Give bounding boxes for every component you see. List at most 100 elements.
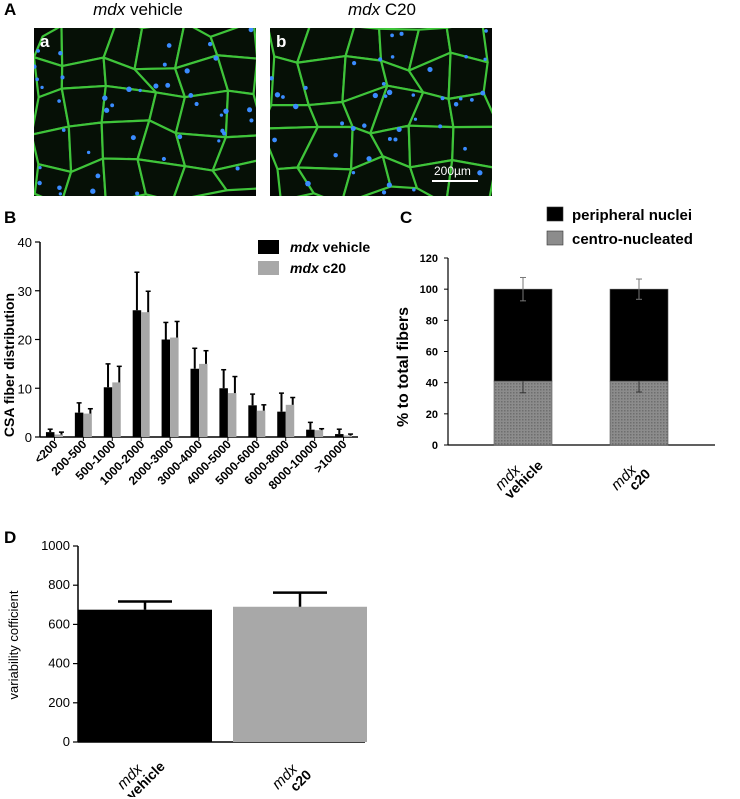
micrograph-vehicle: a bbox=[34, 28, 256, 196]
chart-b-ytick-label: 30 bbox=[18, 284, 32, 299]
nucleus-dot bbox=[213, 55, 219, 61]
chart-c-ytick-label: 100 bbox=[420, 284, 438, 296]
nucleus-dot bbox=[293, 103, 299, 110]
nucleus-dot bbox=[469, 97, 474, 102]
image-b-title: mdx C20 bbox=[272, 0, 492, 20]
chart-d-ytick-label: 800 bbox=[48, 577, 70, 592]
chart-c-legend-label: peripheral nuclei bbox=[572, 207, 692, 224]
nucleus-dot bbox=[162, 62, 167, 67]
nucleus-dot bbox=[350, 125, 356, 131]
nucleus-dot bbox=[483, 57, 487, 62]
nucleus-dot bbox=[104, 107, 110, 113]
nucleus-dot bbox=[95, 173, 101, 179]
nucleus-dot bbox=[58, 51, 63, 56]
nucleus-dot bbox=[386, 182, 392, 188]
fiber-outline bbox=[62, 157, 107, 196]
fiber-outline bbox=[409, 159, 454, 196]
image-a-title: mdx vehicle bbox=[28, 0, 248, 20]
nucleus-dot bbox=[386, 89, 393, 96]
fiber-outline bbox=[447, 91, 492, 129]
nucleus-dot bbox=[138, 88, 142, 93]
nucleus-dot bbox=[381, 190, 387, 195]
nucleus-dot bbox=[223, 108, 229, 114]
nucleus-dot bbox=[222, 131, 227, 136]
nucleus-dot bbox=[153, 83, 159, 89]
nucleus-dot bbox=[411, 93, 416, 97]
micrograph-vehicle-svg bbox=[34, 28, 256, 196]
nucleus-dot bbox=[352, 61, 357, 66]
scale-bar-label: 200µm bbox=[434, 164, 471, 178]
nucleus-dot bbox=[440, 96, 445, 101]
chart-b-bar bbox=[103, 387, 113, 437]
nucleus-dot bbox=[57, 185, 62, 191]
nucleus-dot bbox=[90, 188, 96, 194]
nucleus-dot bbox=[390, 55, 395, 59]
nucleus-dot bbox=[305, 180, 311, 187]
nucleus-dot bbox=[458, 96, 463, 101]
chart-b-bar bbox=[190, 368, 199, 437]
nucleus-dot bbox=[249, 118, 254, 123]
nucleus-dot bbox=[399, 31, 404, 36]
nucleus-dot bbox=[207, 41, 213, 47]
chart-d-bar bbox=[78, 609, 212, 742]
nucleus-dot bbox=[38, 165, 42, 170]
nucleus-dot bbox=[351, 170, 356, 175]
nucleus-dot bbox=[413, 117, 418, 121]
chart-b-ytick-label: 0 bbox=[25, 430, 32, 445]
nucleus-dot bbox=[194, 101, 199, 107]
nucleus-dot bbox=[130, 135, 136, 141]
chart-b-bar bbox=[285, 404, 295, 437]
chart-c-nuclei-position: % to total fibers 020406080100120mdxvehi… bbox=[395, 206, 715, 502]
nucleus-dot bbox=[453, 102, 459, 107]
chart-c-ytick-label: 20 bbox=[426, 409, 438, 421]
nucleus-dot bbox=[102, 95, 108, 101]
chart-d-ylabel: variability cofficient bbox=[6, 590, 21, 699]
nucleus-dot bbox=[366, 156, 372, 162]
chart-d-ytick-label: 400 bbox=[48, 656, 70, 671]
nucleus-dot bbox=[412, 187, 416, 192]
fiber-outline bbox=[136, 158, 187, 196]
nucleus-dot bbox=[247, 107, 253, 113]
fiber-outline bbox=[211, 159, 256, 192]
nucleus-dot bbox=[57, 99, 61, 103]
chart-b-ytick-label: 40 bbox=[18, 235, 32, 250]
chart-c-ytick-label: 0 bbox=[432, 440, 438, 452]
nucleus-dot bbox=[166, 43, 172, 48]
chart-c-ytick-label: 120 bbox=[420, 253, 438, 265]
nucleus-dot bbox=[188, 93, 194, 98]
chart-d-variability: variability cofficient 0 200 400 600 800 1000… bbox=[6, 538, 367, 797]
nucleus-dot bbox=[61, 128, 66, 132]
image-b-title-italic: mdx bbox=[347, 0, 381, 19]
nucleus-dot bbox=[333, 152, 338, 158]
micrograph-c20-svg bbox=[270, 28, 492, 196]
nucleus-dot bbox=[464, 54, 468, 59]
chart-b-bar bbox=[256, 410, 266, 437]
nucleus-dot bbox=[427, 66, 433, 73]
chart-b-ylabel: CSA fiber distribution bbox=[1, 293, 17, 437]
fiber-outline bbox=[60, 84, 107, 128]
chart-b-legend-swatch bbox=[258, 240, 279, 254]
chart-c-ytick-label: 60 bbox=[426, 347, 438, 359]
chart-b-legend: mdx vehicle mdx c20 bbox=[258, 239, 370, 276]
chart-b-ytick-label: 10 bbox=[18, 381, 32, 396]
chart-d-ytick-label: 1000 bbox=[41, 538, 70, 553]
nucleus-dot bbox=[34, 64, 37, 69]
chart-b-csa-distribution: CSA fiber distribution mdx vehicle mdx c2… bbox=[1, 235, 370, 492]
nucleus-dot bbox=[274, 92, 281, 98]
nucleus-dot bbox=[270, 76, 274, 81]
chart-b-bar bbox=[306, 429, 315, 437]
chart-c-ylabel: % to total fibers bbox=[395, 307, 412, 427]
nucleus-dot bbox=[390, 33, 394, 38]
fiber-outline bbox=[224, 89, 256, 139]
chart-b-bar bbox=[219, 388, 228, 437]
chart-c-bar-segment bbox=[493, 288, 553, 382]
chart-b-bar bbox=[314, 430, 324, 437]
nucleus-dot bbox=[372, 92, 378, 99]
chart-b-xtick-label: >10000 bbox=[311, 437, 350, 476]
image-a-title-rest: vehicle bbox=[125, 0, 183, 19]
chart-b-bar bbox=[335, 434, 344, 437]
chart-b-bar bbox=[141, 312, 150, 437]
chart-d-bar bbox=[233, 606, 367, 742]
nucleus-dot bbox=[40, 85, 44, 90]
fiber-outline bbox=[211, 134, 256, 172]
